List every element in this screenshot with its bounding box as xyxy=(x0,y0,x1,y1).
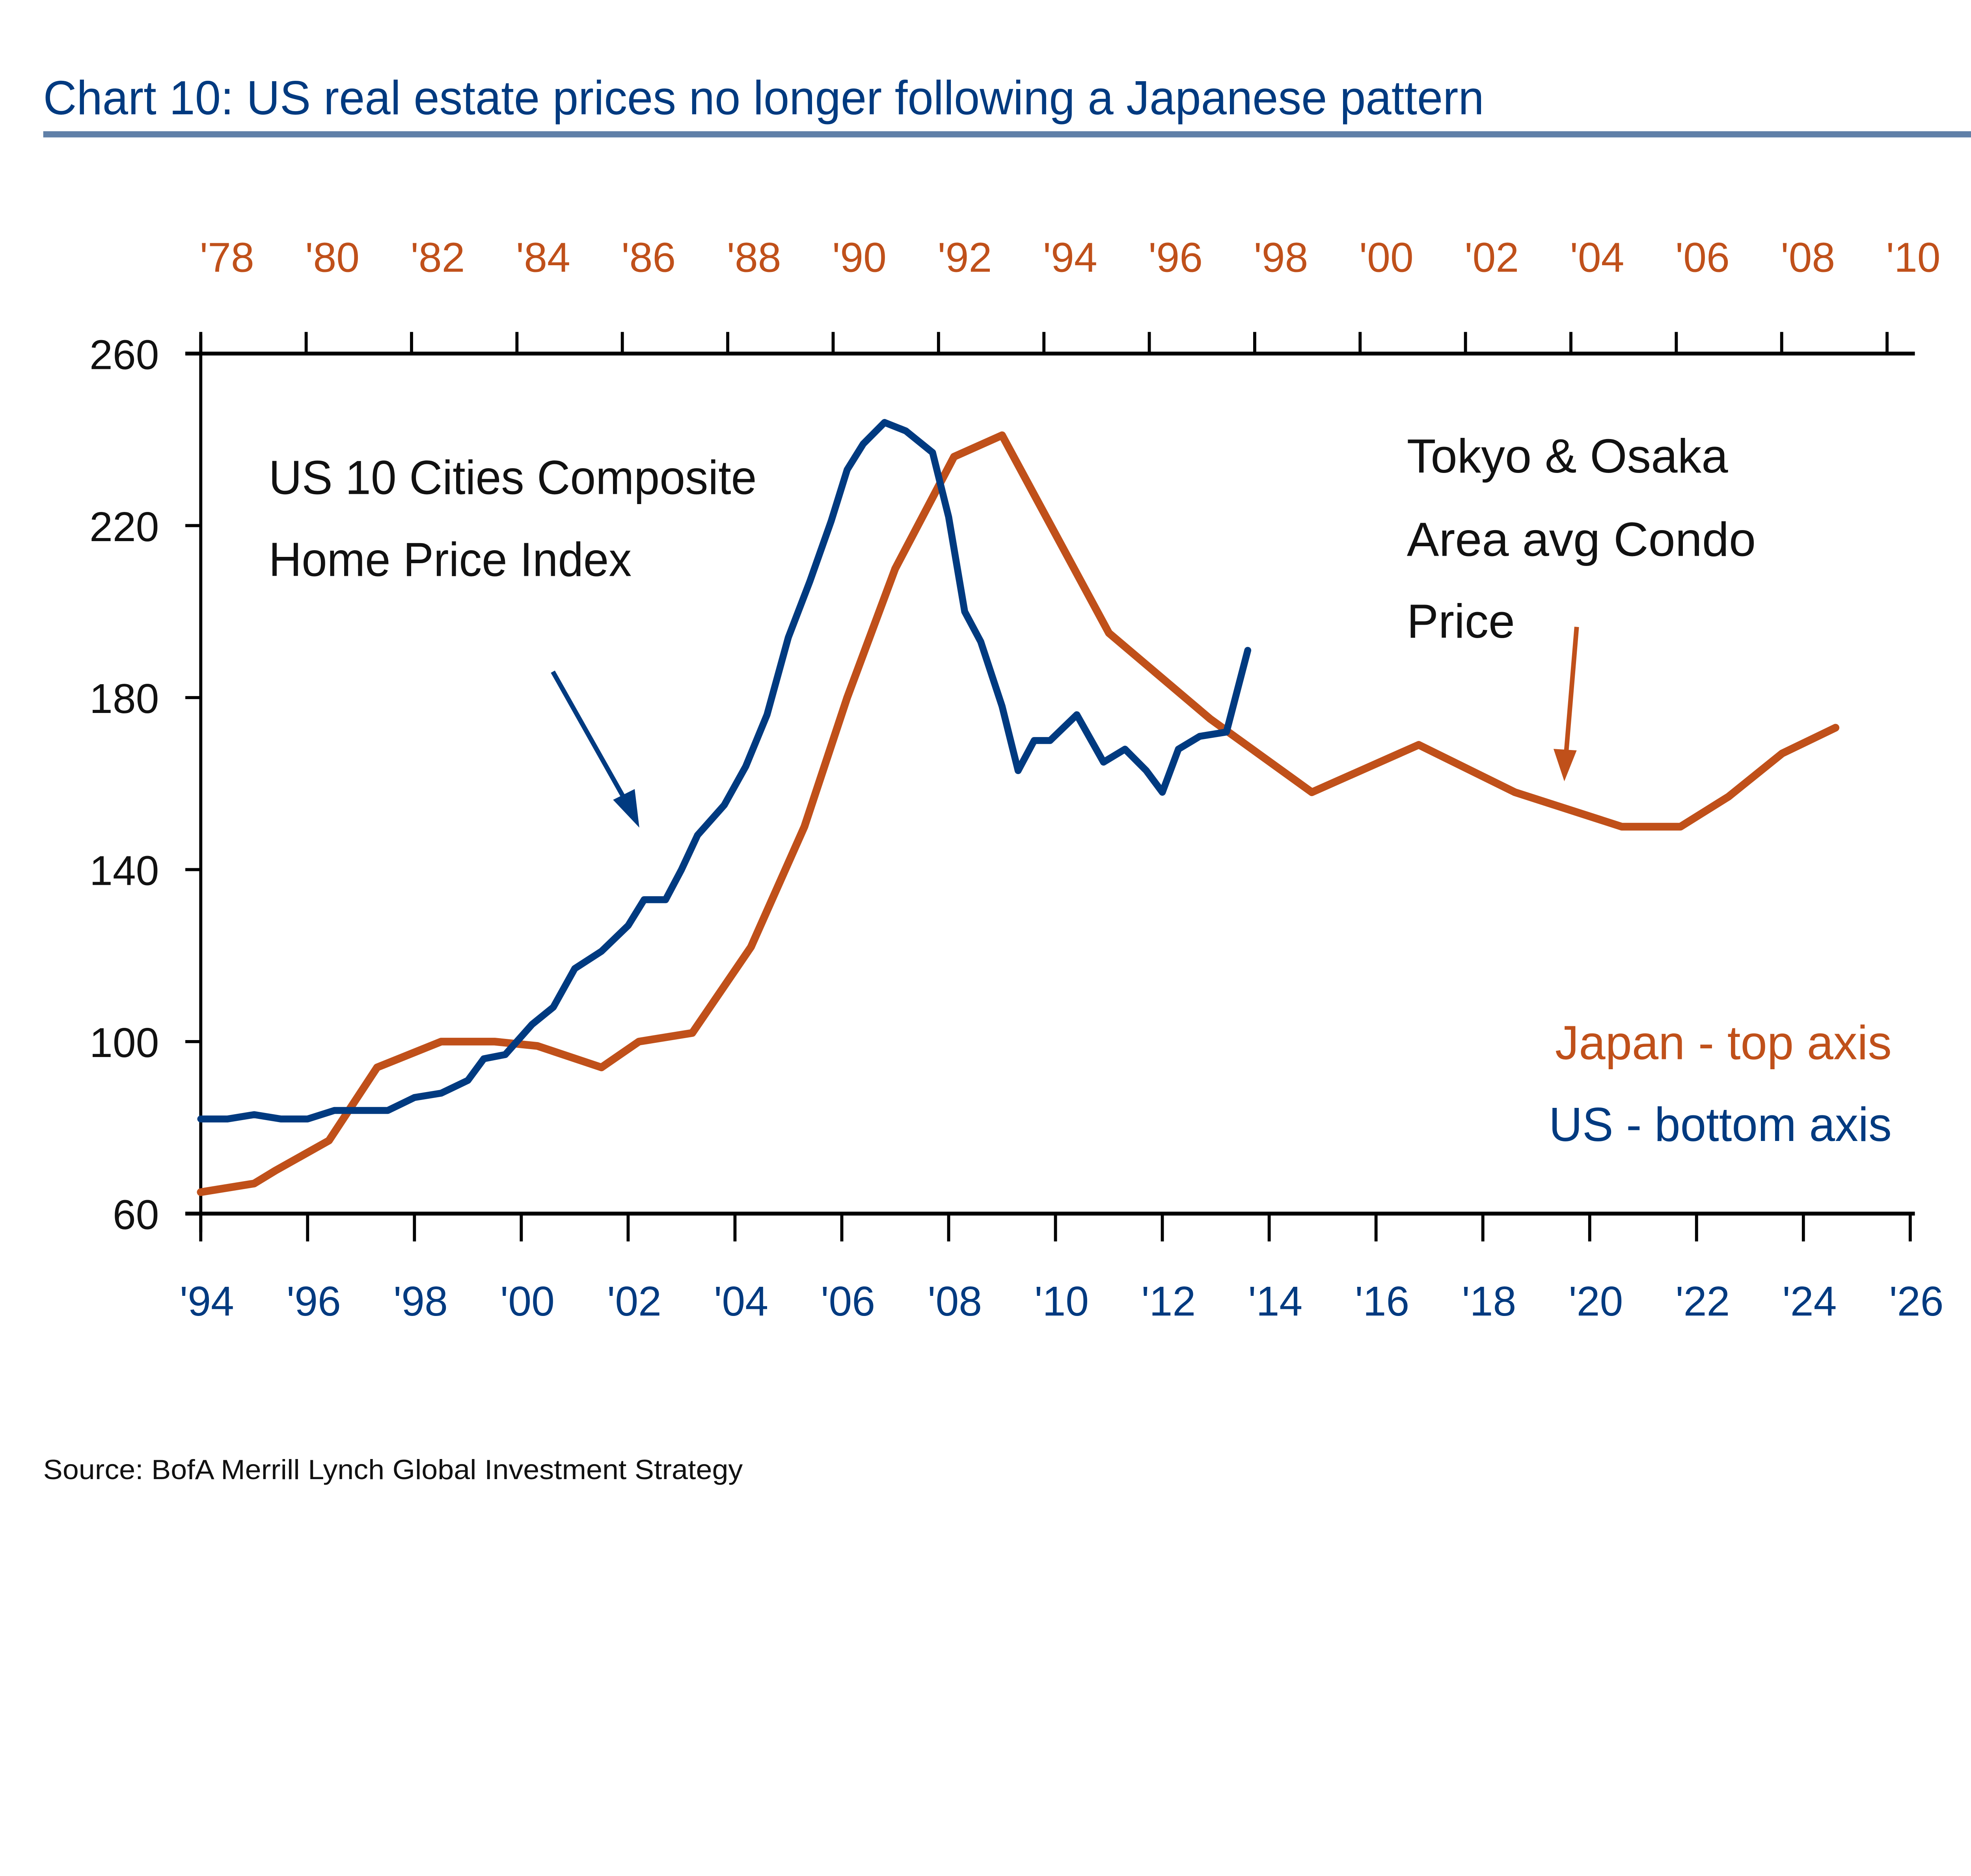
top-tick-label: '84 xyxy=(516,234,570,281)
top-tick-label: '00 xyxy=(1359,234,1414,281)
bottom-tick-label: '98 xyxy=(393,1278,448,1325)
chart-title: Chart 10: US real estate prices no longe… xyxy=(43,71,1484,125)
us-arrow-shaft xyxy=(551,670,631,807)
us-series-line xyxy=(197,419,1252,1122)
y-tick-label: 140 xyxy=(89,848,159,894)
top-tick-label: '82 xyxy=(411,234,465,281)
bottom-tick-label: '16 xyxy=(1355,1278,1409,1325)
annotation-japan-line1: Tokyo & Osaka xyxy=(1407,429,1728,483)
y-tick-label: 100 xyxy=(89,1020,159,1066)
bottom-tick-label: '18 xyxy=(1462,1278,1516,1325)
top-tick-label: '90 xyxy=(832,234,887,281)
top-tick-label: '94 xyxy=(1043,234,1097,281)
bottom-tick-label: '96 xyxy=(287,1278,341,1325)
bottom-tick-label: '10 xyxy=(1034,1278,1089,1325)
title-rule xyxy=(43,131,1971,138)
bottom-tick-label: '08 xyxy=(928,1278,982,1325)
bottom-tick-label: '24 xyxy=(1783,1278,1837,1325)
bottom-tick-label: '12 xyxy=(1141,1278,1196,1325)
annotation-japan-line2: Area avg Condo xyxy=(1407,512,1756,566)
top-tick-label: '92 xyxy=(937,234,992,281)
japan-arrow-shaft xyxy=(1563,627,1579,757)
source-note: Source: BofA Merrill Lynch Global Invest… xyxy=(43,1454,743,1485)
legend-us: US - bottom axis xyxy=(1549,1098,1892,1151)
bottom-tick-label: '14 xyxy=(1248,1278,1302,1325)
top-tick-label: '88 xyxy=(727,234,781,281)
us-annotation-arrow xyxy=(551,670,639,828)
bottom-tick-label: '94 xyxy=(180,1278,234,1325)
y-tick-label: 220 xyxy=(89,504,159,550)
japan-arrow-head-icon xyxy=(1553,749,1577,782)
bottom-tick-label: '04 xyxy=(714,1278,768,1325)
top-axis-labels: '78 '80 '82 '84 '86 '88 '90 '92 '94 '96 '98 '00 '02 '… xyxy=(200,234,1941,281)
us-arrow-head-icon xyxy=(613,789,639,828)
bottom-tick-label: '00 xyxy=(500,1278,555,1325)
top-tick-label: '86 xyxy=(621,234,676,281)
annotation-us-line2: Home Price Index xyxy=(269,532,632,586)
bottom-tick-label: '02 xyxy=(607,1278,661,1325)
y-tick-label: 260 xyxy=(89,331,159,378)
annotation-japan-line3: Price xyxy=(1407,594,1515,648)
top-tick-label: '96 xyxy=(1148,234,1203,281)
legend-japan: Japan - top axis xyxy=(1555,1016,1892,1070)
axes xyxy=(185,332,1915,1241)
top-tick-label: '78 xyxy=(200,234,254,281)
y-axis-labels: 60 100 140 180 220 260 xyxy=(89,331,159,1238)
bottom-tick-label: '22 xyxy=(1676,1278,1730,1325)
top-tick-label: '02 xyxy=(1464,234,1519,281)
y-tick-label: 60 xyxy=(113,1191,159,1238)
japan-annotation-arrow xyxy=(1553,627,1579,782)
bottom-tick-label: '20 xyxy=(1569,1278,1623,1325)
top-tick-label: '08 xyxy=(1781,234,1835,281)
top-tick-label: '06 xyxy=(1675,234,1730,281)
bottom-tick-label: '26 xyxy=(1889,1278,1944,1325)
top-tick-label: '98 xyxy=(1254,234,1308,281)
top-tick-label: '80 xyxy=(305,234,360,281)
y-tick-label: 180 xyxy=(89,676,159,722)
series-layer xyxy=(197,419,1840,1196)
top-tick-label: '10 xyxy=(1886,234,1941,281)
bottom-tick-label: '06 xyxy=(821,1278,875,1325)
annotation-us-line1: US 10 Cities Composite xyxy=(269,451,757,504)
bottom-axis-labels: '94 '96 '98 '00 '02 '04 '06 '08 '10 '12 '14 '16 '18 '… xyxy=(180,1278,1943,1325)
top-tick-label: '04 xyxy=(1570,234,1624,281)
